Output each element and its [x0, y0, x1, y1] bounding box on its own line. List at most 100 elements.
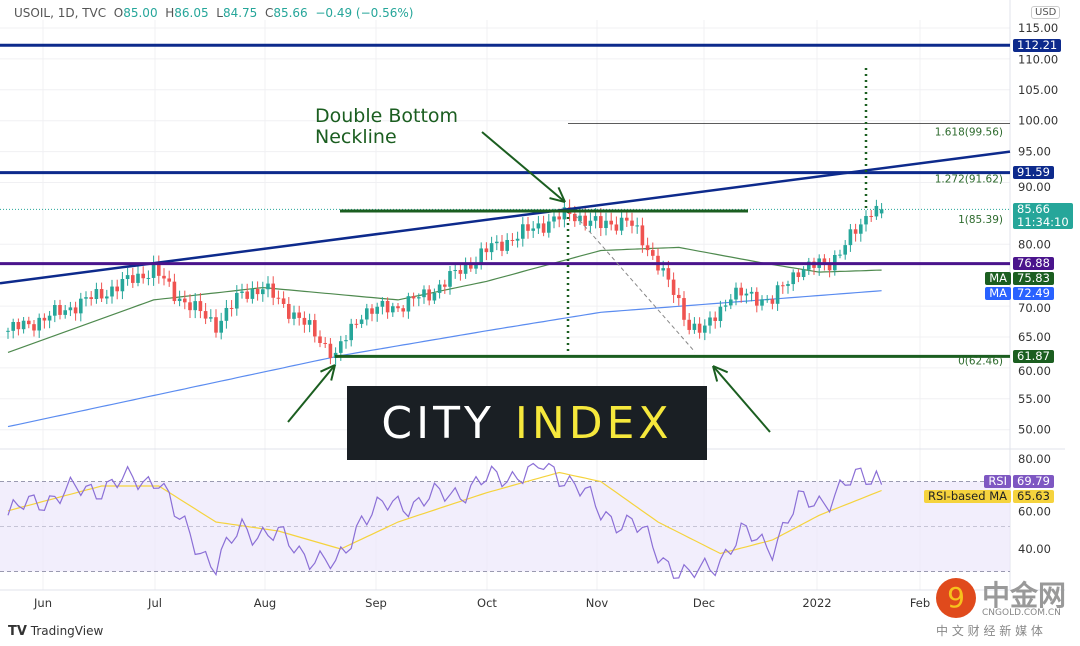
candle-body	[864, 215, 868, 225]
currency-button[interactable]: USD	[1031, 6, 1061, 19]
candle-body	[791, 272, 795, 285]
symbol: USOIL, 1D, TVC	[14, 6, 107, 20]
candle-body	[183, 298, 187, 303]
candle-body	[677, 294, 681, 299]
candle-body	[786, 284, 790, 286]
candle-body	[172, 281, 177, 302]
tradingview-text: TradingView	[30, 624, 104, 638]
rsi-name-label: RSI	[984, 475, 1011, 489]
candle-body	[79, 298, 83, 314]
time-tick-8: Feb	[910, 596, 930, 610]
price-label-resistance-112: 112.21	[1013, 38, 1062, 52]
candle-body	[739, 287, 743, 296]
candle-body	[375, 306, 379, 314]
candle-body	[848, 229, 853, 246]
candle-body	[489, 243, 494, 253]
arrow-bottom-left	[287, 364, 336, 423]
candle-body	[521, 224, 525, 239]
candle-body	[16, 322, 21, 330]
candle-body	[58, 305, 62, 315]
candle-body	[406, 296, 411, 312]
candle-body	[453, 270, 457, 272]
candle-body	[11, 322, 15, 331]
candle-body	[562, 207, 567, 220]
candle-body	[146, 277, 151, 279]
candle-body	[21, 320, 26, 330]
rsi-ma-value-label: 65.63	[1013, 490, 1054, 504]
candle-body	[313, 320, 317, 337]
candle-body	[651, 250, 655, 256]
candle-body	[645, 245, 650, 251]
price-tick-6: 80.00	[1018, 237, 1051, 251]
candle-body	[224, 307, 229, 321]
candle-body	[531, 228, 535, 231]
candle-body	[105, 296, 109, 299]
rsi-line	[7, 462, 883, 579]
candle-body	[47, 315, 52, 321]
candle-body	[292, 312, 296, 319]
countdown: 11:34:10	[1017, 214, 1069, 229]
candle-body	[328, 343, 333, 359]
candle-body	[869, 215, 873, 217]
candle-body	[339, 341, 343, 353]
candle-body	[37, 317, 41, 331]
cngold-title: 中金网	[982, 579, 1067, 612]
candle-body	[781, 285, 785, 287]
candle-body	[583, 215, 587, 226]
arrow-bottom-right-head	[712, 365, 729, 374]
candle-body	[302, 317, 307, 325]
candle-body	[380, 300, 385, 307]
candle-body	[193, 301, 197, 311]
rsi-value-label: 69.79	[1013, 475, 1054, 489]
ma-value-label-1: 72.49	[1013, 287, 1054, 301]
candle-body	[573, 213, 577, 222]
last-price-label: 85.66 11:34:10	[1013, 201, 1073, 229]
candle-body	[807, 261, 811, 270]
candle-body	[484, 248, 489, 253]
rsi-tick-0: 80.00	[1018, 452, 1051, 466]
candle-body	[136, 273, 140, 283]
last-price-value: 85.66	[1017, 201, 1050, 216]
candle-body	[6, 330, 10, 332]
candle-body	[697, 323, 702, 333]
candle-body	[760, 299, 764, 306]
high-value: 86.05	[174, 6, 209, 20]
candle-body	[578, 215, 582, 222]
candle-body	[271, 283, 275, 298]
arrow-bottom-left-head	[320, 364, 336, 373]
candle-body	[219, 320, 223, 333]
symbol-header: USOIL, 1D, TVC O85.00 H86.05 L84.75 C85.…	[14, 6, 413, 20]
change-value: −0.49 (−0.56%)	[315, 6, 414, 20]
candle-body	[458, 270, 463, 274]
candle-body	[432, 292, 437, 301]
annotation-text: Double Bottom Neckline	[315, 106, 458, 148]
rsi-ma-line	[7, 471, 882, 555]
tradingview-logo[interactable]: TV TradingView	[8, 624, 104, 639]
candle-body	[692, 323, 697, 330]
candle-body	[157, 263, 161, 276]
candle-body	[853, 229, 858, 234]
candle-body	[344, 340, 348, 342]
open-label: O	[113, 6, 124, 20]
price-tick-11: 50.00	[1018, 423, 1051, 437]
annotation-line2: Neckline	[315, 126, 397, 148]
price-tick-8: 65.00	[1018, 330, 1051, 344]
candle-body	[94, 289, 99, 300]
candle-body	[838, 254, 842, 256]
candle-body	[635, 225, 639, 227]
candle-body	[775, 285, 780, 304]
time-tick-2: Aug	[254, 596, 276, 610]
candle-body	[536, 223, 541, 229]
arrow-neckline-head	[549, 197, 566, 203]
logo-index: INDEX	[514, 397, 673, 449]
candle-body	[89, 297, 93, 300]
candle-body	[99, 289, 104, 299]
candle-body	[734, 287, 738, 300]
candle-body	[151, 263, 156, 278]
cngold-sub: 中 文 财 经 新 媒 体	[936, 624, 1043, 638]
close-label: C	[264, 6, 274, 20]
price-tick-7: 70.00	[1018, 301, 1051, 315]
open-value: 85.00	[123, 6, 158, 20]
